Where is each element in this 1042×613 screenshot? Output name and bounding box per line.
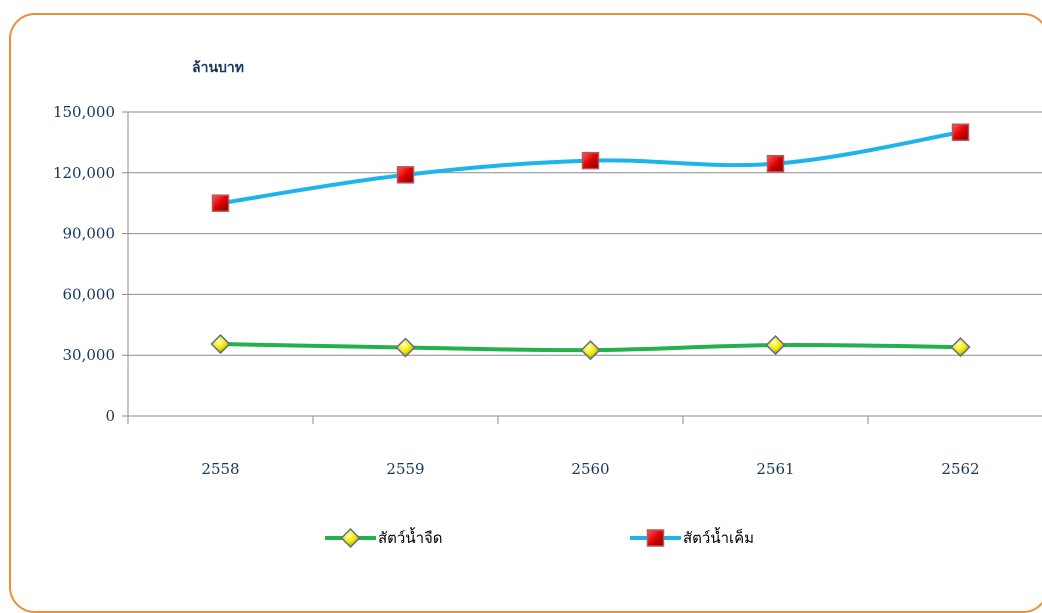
series-markers: [210, 123, 971, 361]
legend-marker-shape: [340, 527, 361, 549]
y-axis-unit-label: ล้านบาท: [192, 60, 244, 76]
data-point-marker: [766, 154, 785, 173]
legend-label-saltwater: สัตว์น้ำเค็ม: [683, 527, 754, 547]
y-tick-label: 60,000: [63, 285, 116, 303]
x-tick-label: 2562: [941, 460, 979, 478]
legend-item-freshwater: สัตว์น้ำจืด: [325, 527, 443, 549]
data-point-marker: [580, 340, 601, 361]
grid-lines: [122, 111, 1042, 417]
y-tick-label: 120,000: [53, 164, 115, 182]
data-point-marker: [950, 337, 971, 358]
data-point-marker: [396, 166, 415, 184]
data-point-marker: [211, 194, 230, 212]
legend-item-saltwater: สัตว์น้ำเค็ม: [630, 527, 754, 547]
legend: สัตว์น้ำจืด สัตว์น้ำเค็ม: [325, 527, 754, 549]
legend-marker-freshwater: [340, 527, 361, 549]
data-point-marker: [765, 335, 786, 356]
legend-label-freshwater: สัตว์น้ำจืด: [378, 527, 443, 547]
data-point-marker: [951, 123, 970, 142]
legend-marker-saltwater: [646, 529, 665, 547]
y-tick-label: 30,000: [63, 346, 116, 364]
line-chart: ล้านบาท 0 30,000 60,000 90,000 120,000 150,00…: [53, 60, 1042, 549]
x-tick-labels: 2558 2559 2560 2561 2562: [201, 460, 979, 478]
x-tick-label: 2558: [201, 460, 239, 478]
x-tick-label: 2559: [386, 460, 424, 478]
data-point-marker: [581, 151, 600, 170]
data-point-marker: [210, 333, 231, 355]
legend-marker-shape: [646, 529, 665, 547]
y-tick-label: 0: [105, 407, 115, 425]
y-tick-label: 90,000: [63, 225, 116, 243]
y-tick-label: 150,000: [53, 103, 115, 121]
axes: [127, 112, 1042, 424]
data-point-marker: [395, 337, 416, 358]
y-tick-labels: 0 30,000 60,000 90,000 120,000 150,000: [53, 103, 115, 425]
x-tick-label: 2561: [756, 460, 794, 478]
x-tick-label: 2560: [571, 460, 609, 478]
